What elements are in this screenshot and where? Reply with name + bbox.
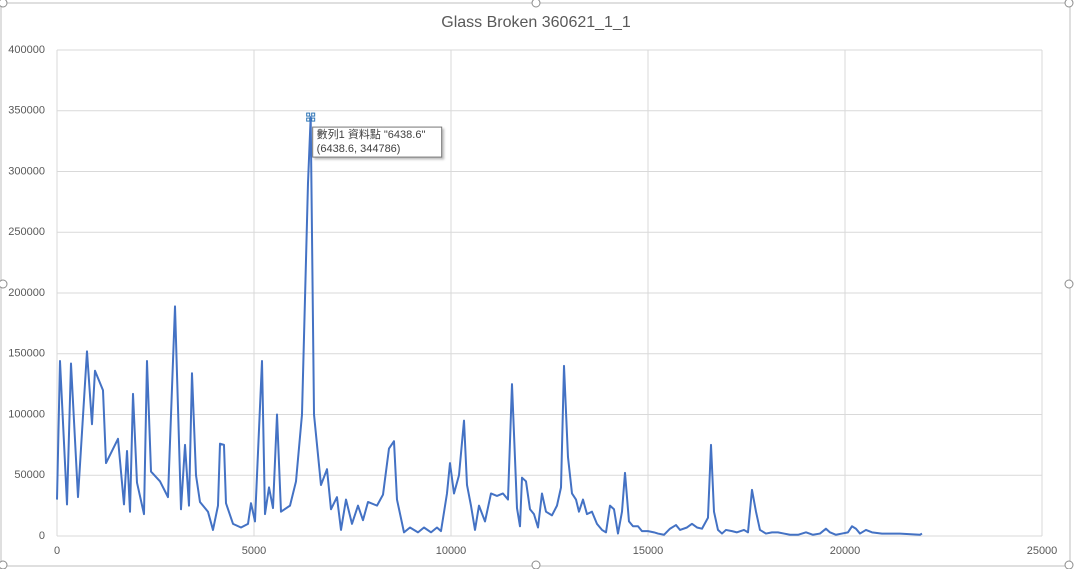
x-tick-label: 15000 <box>633 545 664 557</box>
x-tick-label: 0 <box>54 545 60 557</box>
selection-marker <box>311 117 316 122</box>
chart-title: Glass Broken 360621_1_1 <box>441 14 631 31</box>
y-tick-label: 250000 <box>8 226 45 238</box>
selection-marker <box>306 117 311 122</box>
x-tick-label: 10000 <box>436 545 467 557</box>
y-tick-label: 150000 <box>8 348 45 360</box>
y-tick-label: 200000 <box>8 287 45 299</box>
resize-handle[interactable] <box>531 0 541 8</box>
tooltip: 數列1 資料點 "6438.6" (6438.6, 344786) <box>306 112 443 158</box>
plot <box>56 116 923 536</box>
resize-handle[interactable] <box>1064 279 1074 289</box>
resize-handle[interactable] <box>531 560 541 569</box>
selection-marker <box>311 112 316 117</box>
resize-handle[interactable] <box>0 560 8 569</box>
tooltip-box <box>312 126 443 158</box>
y-tick-label: 50000 <box>14 469 45 481</box>
x-tick-label: 20000 <box>830 545 861 557</box>
y-tick-label: 400000 <box>8 44 45 56</box>
resize-handle[interactable] <box>0 279 8 289</box>
tooltip-text: 數列1 資料點 "6438.6" <box>317 127 426 141</box>
grid: 0500001000001500002000002500003000003500… <box>8 44 1057 557</box>
resize-handle[interactable] <box>0 0 8 8</box>
resize-handle[interactable] <box>1064 560 1074 569</box>
resize-handle[interactable] <box>1064 0 1074 8</box>
y-tick-label: 100000 <box>8 408 45 420</box>
y-tick-label: 300000 <box>8 165 45 177</box>
tooltip-text: (6438.6, 344786) <box>317 143 401 155</box>
selection-marker <box>306 112 311 117</box>
y-tick-label: 350000 <box>8 105 45 117</box>
data-line <box>56 116 923 536</box>
x-tick-label: 5000 <box>242 545 266 557</box>
y-tick-label: 0 <box>39 530 45 542</box>
x-tick-label: 25000 <box>1027 545 1058 557</box>
